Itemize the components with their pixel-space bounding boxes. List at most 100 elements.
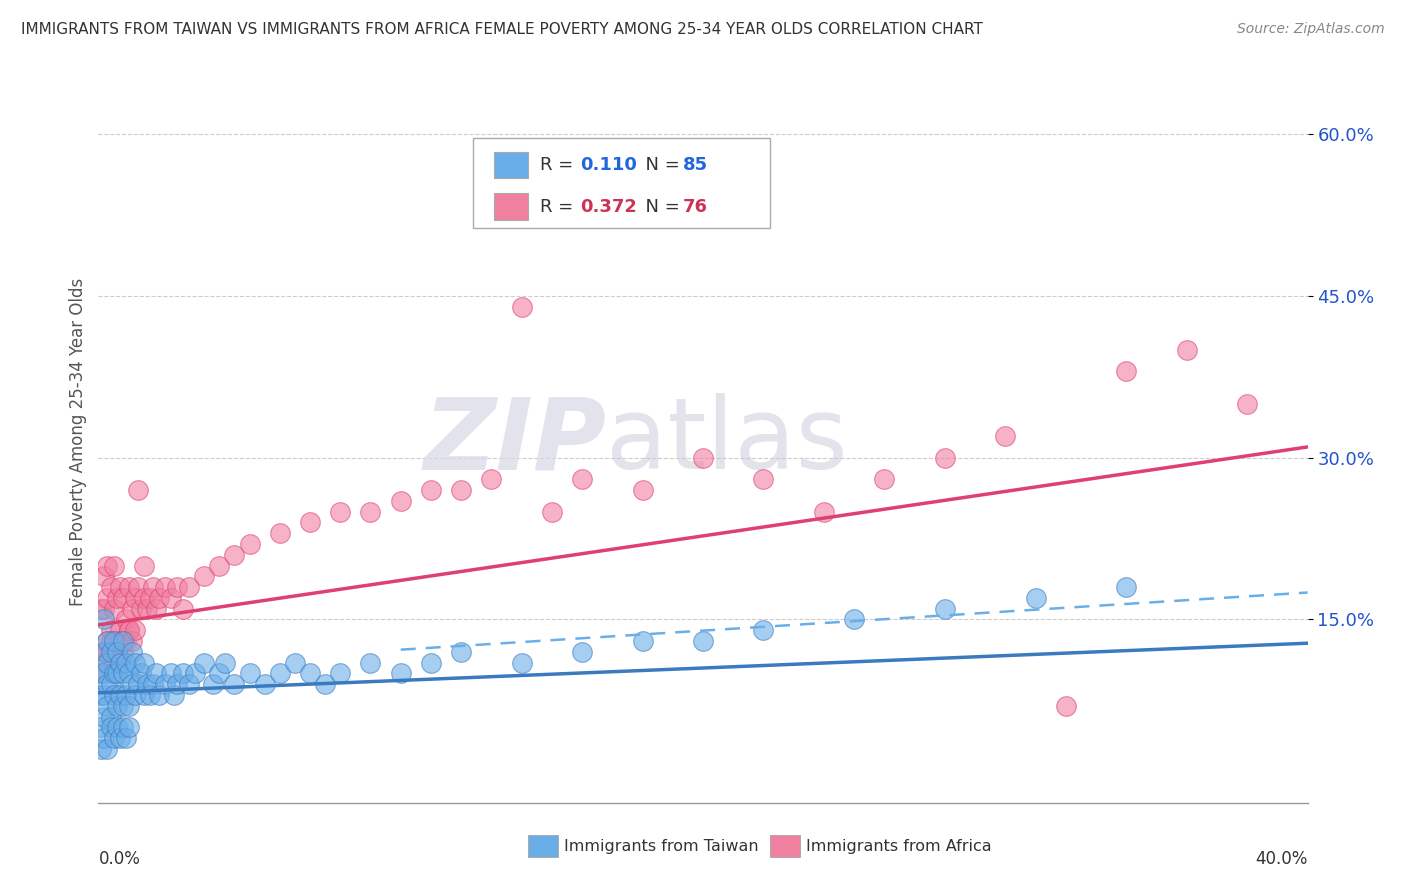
Point (135, 601, 157, 615)
Point (510, 656, 533, 670)
Point (752, 624, 775, 638)
Point (114, 656, 136, 670)
Point (93, 709, 115, 723)
Point (93, 731, 115, 745)
Point (100, 624, 122, 638)
Point (93, 688, 115, 702)
Point (132, 591, 155, 605)
Y-axis label: Female Poverty Among 25-34 Year Olds: Female Poverty Among 25-34 Year Olds (69, 277, 87, 606)
Text: Immigrants from Taiwan: Immigrants from Taiwan (564, 838, 759, 854)
Point (1115, 580, 1137, 594)
Point (132, 656, 155, 670)
Point (93, 569, 115, 583)
Point (160, 666, 183, 681)
FancyBboxPatch shape (494, 152, 527, 178)
Point (132, 688, 155, 702)
Text: R =: R = (540, 156, 579, 174)
Point (389, 493, 412, 508)
Point (127, 580, 149, 594)
Point (166, 677, 188, 691)
Point (360, 656, 382, 670)
Point (208, 558, 231, 573)
Point (179, 580, 201, 594)
Point (145, 601, 167, 615)
Point (111, 634, 134, 648)
Point (100, 580, 122, 594)
Point (631, 483, 654, 497)
Point (139, 591, 162, 605)
Point (118, 698, 141, 713)
Text: N =: N = (634, 197, 686, 216)
Text: R =: R = (540, 197, 579, 216)
Point (571, 472, 593, 486)
Point (148, 688, 170, 702)
Text: atlas: atlas (606, 393, 848, 490)
FancyBboxPatch shape (769, 835, 800, 857)
Point (179, 677, 201, 691)
Point (389, 666, 412, 681)
Point (934, 601, 956, 615)
Point (184, 666, 207, 681)
Point (121, 634, 143, 648)
Point (193, 656, 215, 670)
Point (193, 569, 215, 583)
Point (93, 645, 115, 659)
Point (202, 677, 225, 691)
Point (873, 472, 896, 486)
FancyBboxPatch shape (527, 835, 558, 857)
Point (994, 429, 1017, 443)
Point (135, 677, 157, 691)
Point (1115, 364, 1137, 378)
Text: IMMIGRANTS FROM TAIWAN VS IMMIGRANTS FROM AFRICA FEMALE POVERTY AMONG 25-34 YEAR: IMMIGRANTS FROM TAIWAN VS IMMIGRANTS FRO… (21, 22, 983, 37)
Point (160, 591, 183, 605)
Point (114, 612, 136, 626)
Point (111, 698, 134, 713)
Point (129, 601, 152, 615)
Point (114, 731, 136, 745)
Point (172, 666, 194, 681)
Point (90, 688, 112, 702)
Point (90, 601, 112, 615)
Point (111, 634, 134, 648)
Point (163, 688, 186, 702)
Point (329, 666, 352, 681)
Point (329, 505, 352, 519)
Text: 40.0%: 40.0% (1256, 850, 1308, 868)
Point (114, 634, 136, 648)
Point (118, 666, 141, 681)
Point (108, 731, 131, 745)
Text: 76: 76 (682, 197, 707, 216)
Point (90, 666, 112, 681)
Point (105, 645, 128, 659)
Point (111, 591, 134, 605)
Point (105, 698, 128, 713)
Point (105, 645, 128, 659)
Point (360, 505, 382, 519)
Point (631, 634, 654, 648)
Point (96, 645, 118, 659)
Point (142, 677, 165, 691)
Point (934, 450, 956, 465)
Point (111, 720, 134, 734)
Point (139, 688, 162, 702)
Point (100, 645, 122, 659)
Point (127, 483, 149, 497)
FancyBboxPatch shape (494, 194, 527, 219)
Point (124, 688, 146, 702)
Point (844, 612, 866, 626)
Point (100, 720, 122, 734)
Point (571, 645, 593, 659)
Point (420, 656, 443, 670)
Point (450, 483, 472, 497)
Text: Immigrants from Africa: Immigrants from Africa (806, 838, 991, 854)
Text: 0.0%: 0.0% (98, 850, 141, 868)
Point (96, 558, 118, 573)
Point (93, 612, 115, 626)
Point (108, 580, 131, 594)
Point (108, 656, 131, 670)
Point (314, 677, 336, 691)
Point (96, 656, 118, 670)
Point (105, 634, 128, 648)
Point (142, 580, 165, 594)
Point (103, 656, 125, 670)
